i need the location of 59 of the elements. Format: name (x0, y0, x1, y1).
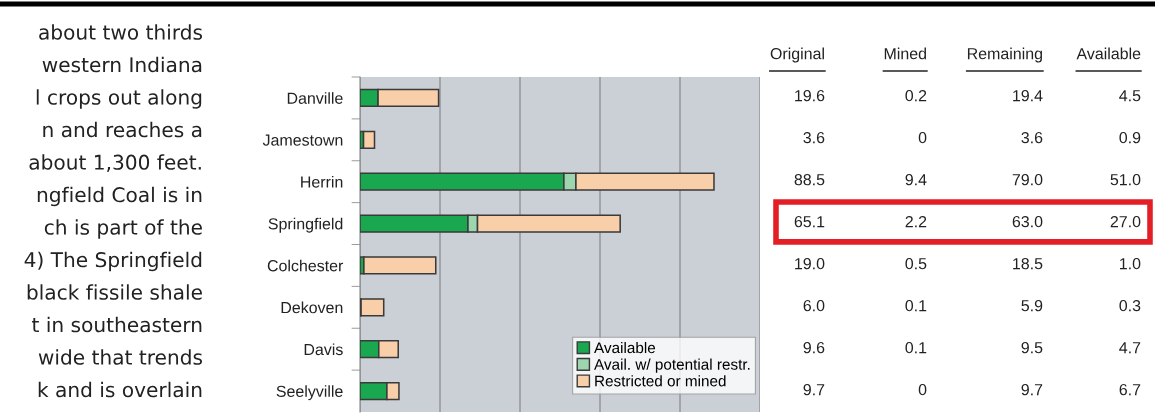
text: 63.0 (1012, 215, 1043, 228)
text: 6.7 (1119, 383, 1141, 396)
text: 0 (918, 131, 927, 144)
text: about two thirds (39, 24, 203, 40)
legend-label: Avail. w/ potential restr. (594, 358, 750, 373)
text: 0.5 (905, 257, 927, 270)
y-tick-label: Seelyville (276, 385, 343, 401)
text: 27.0 (1110, 215, 1141, 228)
text: 51.0 (1110, 173, 1141, 186)
text: 88.5 (794, 173, 825, 186)
text: 19.4 (1013, 89, 1043, 102)
text: Remaining (967, 47, 1042, 63)
text: Original (770, 47, 824, 63)
text: 2.2 (905, 215, 927, 228)
text: 6.0 (803, 299, 825, 312)
text: Available (1076, 47, 1141, 60)
legend-label: Restricted or mined (595, 375, 726, 387)
y-tick-label: Davis (304, 343, 343, 356)
legend-label: Available (594, 341, 656, 354)
y-tick-label: Dekoven (281, 301, 343, 314)
y-tick-label: Danville (287, 92, 343, 104)
y-tick-label: Colchester (267, 259, 344, 272)
text: 4) The Springfield (24, 251, 202, 272)
text: 3.6 (803, 131, 825, 144)
text: 4.5 (1119, 90, 1141, 102)
text: 9.5 (1021, 341, 1043, 354)
text: ch is part of the (44, 219, 202, 239)
text: 4.7 (1119, 342, 1141, 354)
text: 9.7 (1021, 383, 1043, 396)
text: k and is overlain (38, 381, 202, 398)
text: 9.6 (803, 341, 825, 354)
text: 0.1 (905, 299, 927, 312)
y-tick-label: Herrin (301, 175, 343, 188)
text: about 1,300 feet. (29, 154, 201, 172)
text: 9.7 (803, 383, 825, 396)
text: 1.0 (1120, 257, 1141, 270)
text: wide that trends (38, 349, 203, 365)
text: 19.0 (795, 257, 825, 270)
text: 18.5 (1013, 257, 1043, 270)
text: 3.6 (1021, 131, 1043, 144)
text: Mined (884, 47, 926, 60)
text: 79.0 (1012, 173, 1043, 186)
text: western Indiana (42, 56, 202, 73)
text: ngfield Coal is in (37, 186, 202, 207)
y-tick-label: Springfield (268, 217, 343, 233)
text: 0.3 (1119, 299, 1141, 312)
text: 0.1 (905, 341, 927, 354)
text: black fissile shale (27, 284, 202, 300)
text: 65.1 (794, 215, 825, 228)
text: t in southeastern (32, 316, 202, 333)
text: 0.9 (1119, 131, 1141, 144)
y-tick-label: Jamestown (262, 134, 343, 146)
text: 0 (918, 383, 927, 396)
text: 5.9 (1021, 299, 1043, 312)
text: 0.2 (905, 89, 927, 102)
text: 9.4 (905, 173, 927, 186)
text: l crops out along (36, 89, 202, 109)
text: n and reaches a (43, 121, 202, 138)
text: 19.6 (795, 89, 825, 102)
